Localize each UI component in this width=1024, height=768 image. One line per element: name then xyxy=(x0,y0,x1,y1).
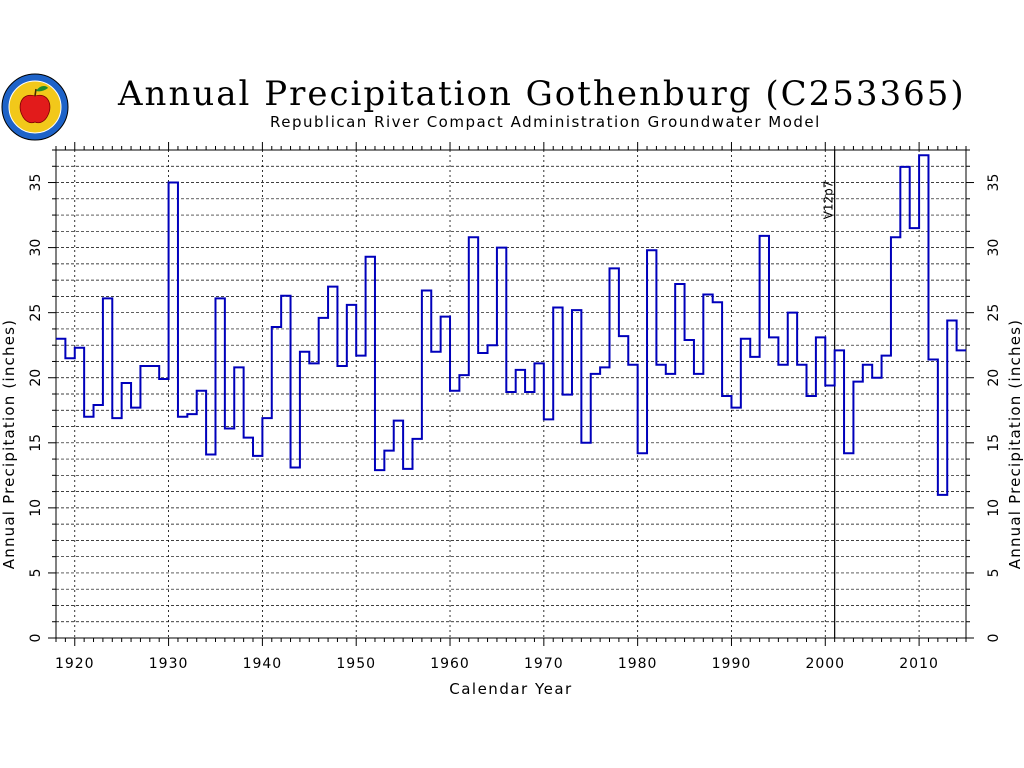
y-tick-label-right: 15 xyxy=(986,434,1002,452)
y-tick-label-left: 0 xyxy=(28,634,44,643)
x-tick-label: 1960 xyxy=(430,656,470,672)
y-axis-label-right: Annual Precipitation (inches) xyxy=(1006,319,1024,569)
series-line xyxy=(56,154,966,496)
y-tick-label-right: 35 xyxy=(986,174,1002,192)
y-tick-label-left: 20 xyxy=(28,369,44,387)
x-tick-label: 1920 xyxy=(55,656,95,672)
y-tick-label-left: 35 xyxy=(28,174,44,192)
apple-seal-icon xyxy=(1,73,69,141)
x-tick-label: 1950 xyxy=(336,656,376,672)
x-tick-label: 1930 xyxy=(149,656,189,672)
logo xyxy=(0,72,70,142)
y-tick-label-right: 30 xyxy=(986,239,1002,257)
x-tick-label: 2000 xyxy=(805,656,845,672)
x-axis-label: Calendar Year xyxy=(449,680,572,698)
x-tick-label: 2010 xyxy=(899,656,939,672)
y-tick-label-right: 20 xyxy=(986,369,1002,387)
y-tick-label-left: 10 xyxy=(28,499,44,517)
y-tick-label-right: 10 xyxy=(986,499,1002,517)
y-tick-label-right: 25 xyxy=(986,304,1002,322)
annotation-label: V12p7 xyxy=(822,181,836,220)
y-tick-label-left: 30 xyxy=(28,239,44,257)
chart-subtitle: Republican River Compact Administration … xyxy=(270,113,821,131)
x-tick-label: 1990 xyxy=(712,656,752,672)
x-tick-label: 1940 xyxy=(243,656,283,672)
y-tick-label-left: 25 xyxy=(28,304,44,322)
chart-title: Annual Precipitation Gothenburg (C253365… xyxy=(118,74,966,114)
y-axis-label-left: Annual Precipitation (inches) xyxy=(0,319,18,569)
y-tick-label-right: 5 xyxy=(986,568,1002,577)
x-tick-label: 1980 xyxy=(618,656,658,672)
y-tick-label-right: 0 xyxy=(986,634,1002,643)
y-tick-label-left: 5 xyxy=(28,568,44,577)
y-tick-label-left: 15 xyxy=(28,434,44,452)
x-tick-label: 1970 xyxy=(524,656,564,672)
